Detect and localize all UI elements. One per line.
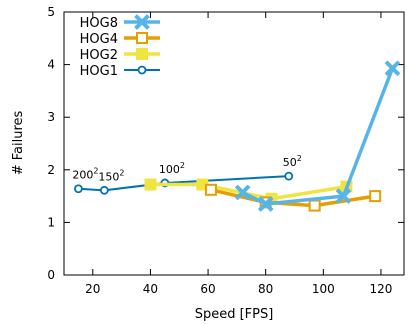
y-tick-label-4: 4 bbox=[47, 58, 55, 72]
annotation-200: 2002 bbox=[72, 167, 98, 182]
y-axis-title: # Failures bbox=[11, 110, 26, 175]
y-tick-label-5: 5 bbox=[47, 5, 55, 19]
legend-marker-hog2 bbox=[136, 48, 148, 60]
data-point-hog8-0 bbox=[234, 184, 251, 201]
data-point-hog2-0 bbox=[144, 178, 157, 191]
legend-entry-hog2: HOG2 bbox=[80, 48, 160, 63]
series-line-hog8 bbox=[241, 67, 395, 206]
legend-marker-hog8 bbox=[134, 14, 150, 30]
legend-label-hog4: HOG4 bbox=[80, 32, 118, 47]
legend-entry-hog8: HOG8 bbox=[80, 14, 160, 31]
data-series bbox=[74, 60, 401, 212]
y-tick-label-1: 1 bbox=[47, 215, 55, 229]
series-line-hog2 bbox=[150, 182, 347, 201]
legend-label-hog2: HOG2 bbox=[80, 48, 118, 63]
plot-frame bbox=[63, 11, 405, 276]
legend-entry-hog4: HOG4 bbox=[80, 32, 160, 47]
legend-marker-hog1 bbox=[137, 65, 147, 75]
x-tick-label-100: 100 bbox=[312, 282, 335, 296]
y-tick-label-2: 2 bbox=[47, 163, 55, 177]
data-point-hog8-1 bbox=[257, 196, 274, 212]
legend-label-hog1: HOG1 bbox=[80, 64, 118, 79]
axis-ticks: 20 40 60 80 100 120 0 1 2 3 4 5 bbox=[47, 5, 404, 296]
y-tick-label-0: 0 bbox=[47, 268, 55, 282]
legend-entry-hog1: HOG1 bbox=[80, 64, 160, 79]
data-point-hog1-1 bbox=[99, 185, 109, 195]
data-point-hog8-3 bbox=[384, 60, 401, 77]
x-tick-label-120: 120 bbox=[369, 282, 392, 296]
point-annotations: 2002 1502 1002 502 bbox=[72, 154, 301, 183]
x-tick-label-60: 60 bbox=[200, 282, 215, 296]
x-axis-title: Speed [FPS] bbox=[195, 307, 274, 322]
data-point-hog4-3 bbox=[369, 190, 382, 203]
annotation-50: 502 bbox=[283, 154, 302, 169]
data-point-hog1-3 bbox=[284, 171, 294, 181]
x-tick-label-40: 40 bbox=[143, 282, 158, 296]
data-point-hog8-2 bbox=[335, 188, 352, 204]
x-tick-label-20: 20 bbox=[85, 282, 100, 296]
data-point-hog4-0 bbox=[204, 183, 217, 196]
data-point-hog4-2 bbox=[308, 199, 321, 212]
series-hog4 bbox=[204, 183, 382, 212]
annotation-100: 1002 bbox=[159, 161, 185, 176]
legend-label-hog8: HOG8 bbox=[80, 16, 118, 31]
x-tick-label-80: 80 bbox=[258, 282, 273, 296]
series-hog8 bbox=[234, 60, 401, 212]
y-tick-label-3: 3 bbox=[47, 110, 55, 124]
annotation-150: 1502 bbox=[98, 168, 124, 183]
legend-marker-hog4 bbox=[136, 32, 148, 44]
data-point-hog1-0 bbox=[74, 184, 83, 194]
series-line-hog1 bbox=[78, 175, 289, 192]
